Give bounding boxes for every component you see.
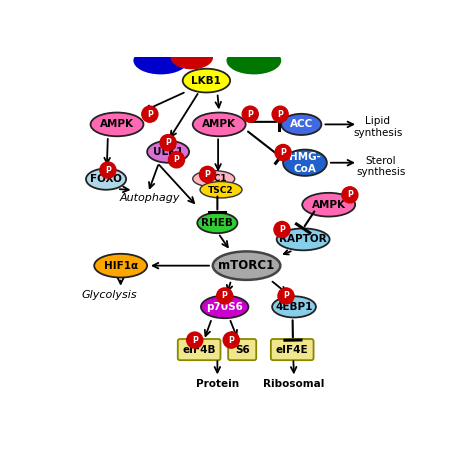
Text: P: P [280, 148, 286, 157]
Text: P: P [228, 336, 234, 345]
Text: P: P [205, 170, 210, 179]
Text: P: P [247, 109, 253, 118]
Ellipse shape [213, 251, 280, 280]
Ellipse shape [134, 46, 188, 74]
Ellipse shape [193, 112, 246, 136]
Text: ACC: ACC [290, 119, 313, 129]
Ellipse shape [86, 169, 126, 190]
Ellipse shape [227, 46, 281, 74]
Text: FOXO: FOXO [90, 174, 122, 184]
Text: P: P [173, 155, 180, 164]
Circle shape [100, 162, 116, 178]
Circle shape [342, 187, 358, 203]
Ellipse shape [302, 193, 355, 217]
Text: Lipid
synthesis: Lipid synthesis [353, 116, 402, 138]
Ellipse shape [182, 69, 230, 92]
Text: LKB1: LKB1 [191, 76, 221, 86]
Text: AMPK: AMPK [100, 119, 134, 129]
Ellipse shape [277, 228, 329, 250]
Text: P: P [192, 336, 198, 345]
FancyBboxPatch shape [178, 339, 220, 360]
Circle shape [168, 152, 184, 168]
Ellipse shape [94, 254, 147, 277]
Circle shape [217, 288, 233, 304]
Text: TSC1: TSC1 [201, 173, 227, 182]
Text: Sterol
synthesis: Sterol synthesis [356, 155, 406, 177]
Text: AMPK: AMPK [312, 200, 346, 210]
Text: eIF4E: eIF4E [276, 345, 309, 355]
Text: RAPTOR: RAPTOR [279, 234, 327, 245]
Ellipse shape [283, 150, 327, 176]
Ellipse shape [193, 171, 235, 187]
Text: P: P [283, 292, 289, 301]
Ellipse shape [91, 112, 144, 136]
Ellipse shape [200, 182, 242, 198]
Text: HIF1α: HIF1α [104, 261, 138, 271]
Ellipse shape [272, 296, 316, 318]
Text: ULK1: ULK1 [153, 147, 183, 157]
Circle shape [142, 106, 158, 122]
Ellipse shape [147, 141, 189, 163]
FancyBboxPatch shape [228, 339, 256, 360]
Circle shape [160, 135, 176, 151]
Text: P: P [277, 109, 283, 118]
Text: Ribosomal: Ribosomal [264, 379, 325, 389]
Text: HMG-
CoA: HMG- CoA [289, 152, 321, 173]
Text: 4EBP1: 4EBP1 [275, 302, 313, 312]
Text: P: P [279, 225, 285, 234]
Circle shape [223, 332, 239, 348]
Text: Autophagy: Autophagy [119, 193, 180, 203]
Text: AMPK: AMPK [202, 119, 236, 129]
Text: Glycolysis: Glycolysis [82, 290, 137, 300]
Circle shape [278, 288, 294, 304]
Circle shape [272, 106, 288, 122]
Circle shape [274, 221, 290, 237]
Circle shape [187, 332, 203, 348]
Ellipse shape [171, 46, 213, 69]
FancyBboxPatch shape [271, 339, 313, 360]
Circle shape [275, 145, 291, 161]
Ellipse shape [201, 296, 248, 318]
Circle shape [200, 166, 216, 182]
Ellipse shape [281, 114, 321, 135]
Text: mTORC1: mTORC1 [219, 259, 275, 272]
Text: p70S6: p70S6 [206, 302, 243, 312]
Text: S6: S6 [235, 345, 250, 355]
Text: Protein: Protein [196, 379, 239, 389]
Text: P: P [347, 191, 353, 200]
Text: eIF4B: eIF4B [182, 345, 216, 355]
Text: P: P [147, 109, 153, 118]
Text: P: P [105, 165, 111, 174]
Ellipse shape [197, 213, 237, 233]
Text: P: P [165, 138, 171, 147]
Circle shape [242, 106, 258, 122]
Text: P: P [222, 292, 228, 301]
Text: RHEB: RHEB [201, 218, 233, 228]
Text: TSC2: TSC2 [208, 186, 234, 195]
